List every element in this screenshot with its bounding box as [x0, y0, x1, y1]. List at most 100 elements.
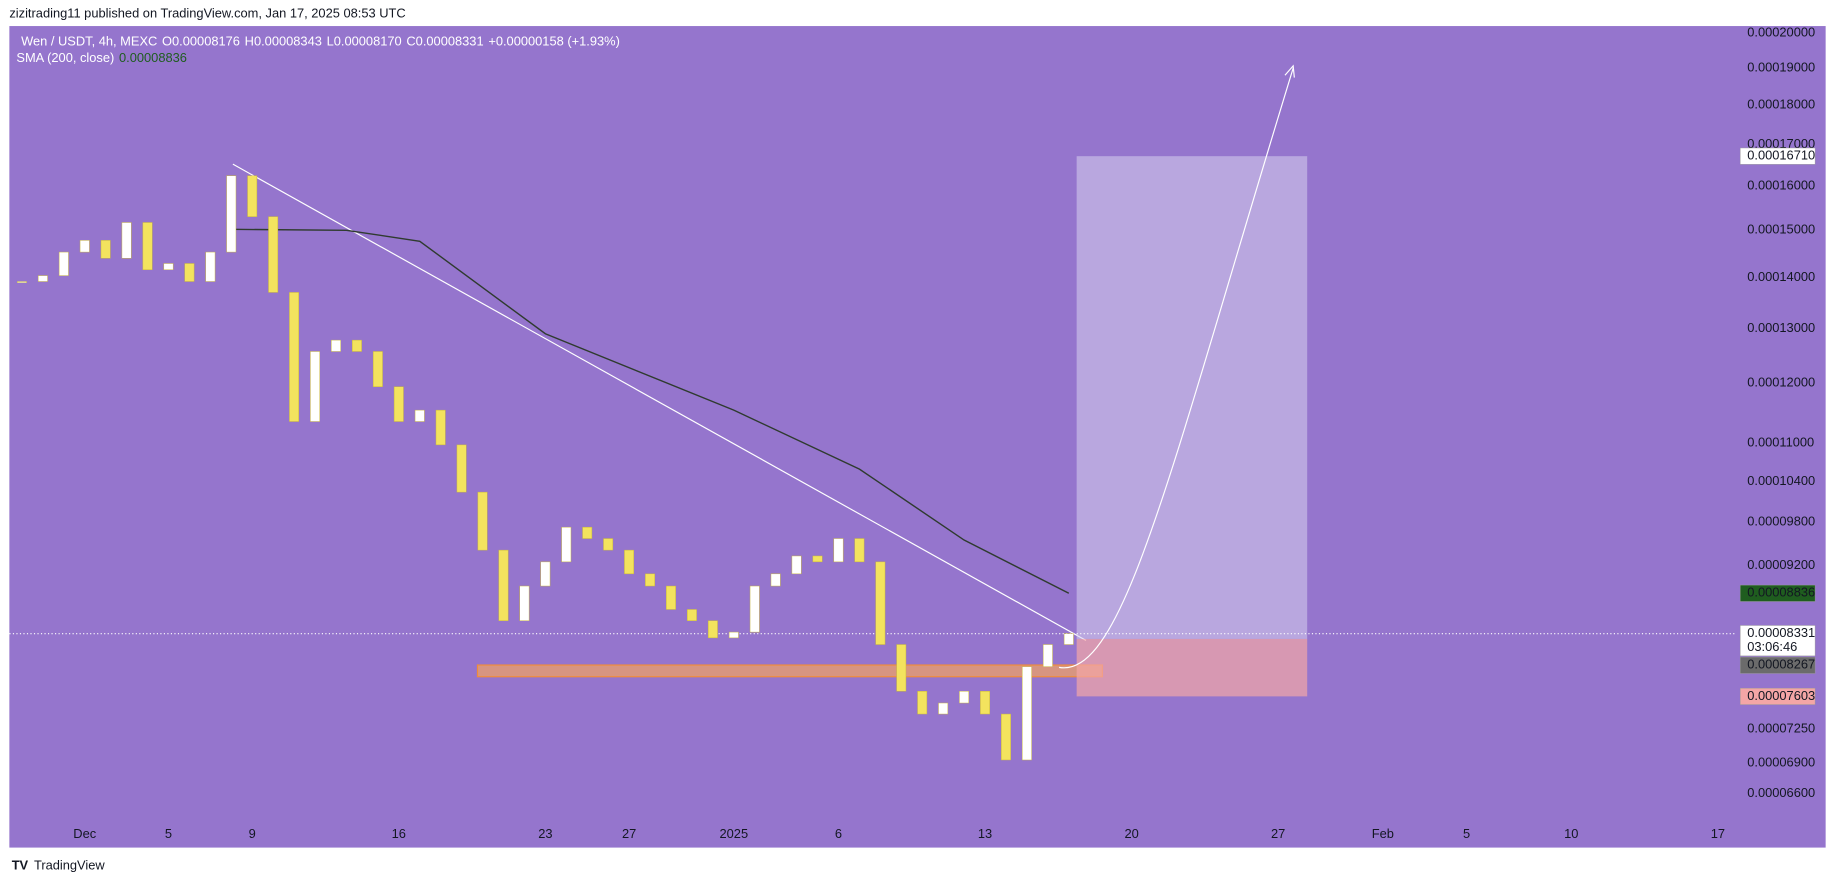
- y-tick-label: 0.00019000: [1747, 59, 1815, 74]
- candle: [226, 175, 237, 253]
- y-tick-label: 0.00017000: [1747, 136, 1815, 151]
- candle: [645, 573, 655, 587]
- x-tick-label: 27: [1271, 826, 1285, 841]
- ohlc-value: 0.00008343: [254, 34, 322, 49]
- price-badge: [1739, 625, 1816, 657]
- y-tick-label: 0.00015000: [1747, 222, 1815, 237]
- price-badge: [1739, 656, 1816, 674]
- price-badge-label: 0.00008331: [1747, 625, 1815, 640]
- candle: [519, 585, 530, 621]
- candle: [79, 240, 90, 253]
- x-tick-label: Feb: [1372, 826, 1394, 841]
- candle: [37, 275, 48, 282]
- candle: [854, 538, 865, 563]
- candle: [331, 339, 341, 352]
- candle: [498, 549, 509, 621]
- candle: [875, 561, 886, 645]
- ohlc-value: 0.00008176: [172, 34, 240, 49]
- publisher: zizitrading11 published on TradingView.c…: [9, 6, 405, 21]
- sma-value: 0.00008836: [119, 50, 187, 65]
- x-tick-label: 10: [1564, 826, 1578, 841]
- candle: [540, 561, 551, 587]
- candle: [687, 609, 697, 621]
- y-tick-label: 0.00007250: [1747, 720, 1815, 735]
- candle: [666, 585, 676, 610]
- y-tick-label: 0.00012000: [1747, 375, 1815, 390]
- candle: [833, 538, 844, 563]
- x-tick-label: 6: [835, 826, 842, 841]
- trendline: [232, 163, 1087, 641]
- candle: [289, 292, 300, 422]
- candle: [791, 555, 802, 575]
- y-tick-label: 0.00014000: [1747, 269, 1815, 284]
- symbol: Wen / USDT, 4h, MEXC: [21, 34, 157, 49]
- target-zone: [1076, 156, 1308, 639]
- candle: [268, 216, 279, 293]
- projection-arrow: [1059, 68, 1294, 669]
- legend-line: Wen / USDT, 4h, MEXC O0.00008176 H0.000083…: [21, 34, 620, 49]
- candle: [310, 351, 320, 422]
- candle: [477, 491, 488, 551]
- brand: TradingView: [34, 858, 105, 873]
- y-tick-label: 0.00009800: [1747, 514, 1815, 529]
- y-tick-label: 0.00016000: [1747, 177, 1815, 192]
- x-tick-label: 9: [249, 826, 256, 841]
- candle: [1042, 644, 1053, 667]
- change: +0.00000158 (+1.93%): [488, 34, 620, 49]
- candle: [121, 222, 132, 259]
- ohlc-key: C: [406, 34, 415, 49]
- legend: Wen / USDT, 4h, MEXC O0.00008176 H0.000083…: [16, 34, 619, 65]
- candle: [414, 409, 425, 422]
- plot: Dec 5 9 16 23 27 2025 6 13 20 27 Feb 5 10 17 0.00020000…: [9, 24, 1816, 841]
- candle: [205, 251, 216, 282]
- candle: [938, 702, 949, 715]
- sma-label: SMA (200, close): [16, 50, 114, 65]
- countdown: 03:06:46: [1747, 639, 1797, 654]
- ohlc-value: 0.00008170: [334, 34, 402, 49]
- candle: [1022, 666, 1032, 761]
- price-badge: [1739, 687, 1816, 705]
- candle: [582, 526, 593, 539]
- price-badge: [1739, 584, 1816, 602]
- x-tick-label: 27: [622, 826, 636, 841]
- candle: [707, 620, 718, 639]
- candle: [728, 631, 739, 639]
- candle: [58, 251, 69, 276]
- candle: [624, 549, 635, 575]
- candle: [1063, 633, 1074, 645]
- y-tick-label: 0.00018000: [1747, 97, 1815, 112]
- x-tick-label: 13: [978, 826, 992, 841]
- candle: [980, 691, 990, 715]
- price-badge: [1739, 147, 1816, 165]
- candle: [142, 222, 153, 271]
- candle: [435, 409, 446, 446]
- candle: [393, 386, 404, 422]
- candle: [561, 526, 572, 563]
- candle: [100, 240, 111, 259]
- stop-zone: [1076, 638, 1308, 697]
- y-tick-label: 0.00011000: [1747, 434, 1814, 449]
- ohlc-key: O: [162, 34, 172, 49]
- candle: [749, 585, 760, 633]
- x-tick-label: 5: [165, 826, 172, 841]
- sma-line: [231, 228, 1070, 594]
- x-tick-label: 5: [1463, 826, 1470, 841]
- chart-pane: [9, 26, 1826, 848]
- candle: [1001, 713, 1011, 761]
- price-badge-label: 0.00007603: [1747, 688, 1815, 703]
- x-tick-label: 23: [538, 826, 552, 841]
- x-tick-label: Dec: [73, 826, 96, 841]
- ohlc-key: H: [245, 34, 254, 49]
- x-tick-label: 2025: [719, 826, 748, 841]
- candle: [896, 644, 907, 692]
- arrow-head: [1284, 64, 1295, 78]
- candle: [352, 339, 362, 352]
- sma-legend: SMA (200, close) 0.00008836: [16, 50, 187, 65]
- y-tick-label: 0.00009200: [1747, 557, 1815, 572]
- ohlc-key: L: [327, 34, 334, 49]
- candle: [372, 351, 383, 387]
- logo: TV: [12, 858, 29, 873]
- candle: [247, 175, 258, 217]
